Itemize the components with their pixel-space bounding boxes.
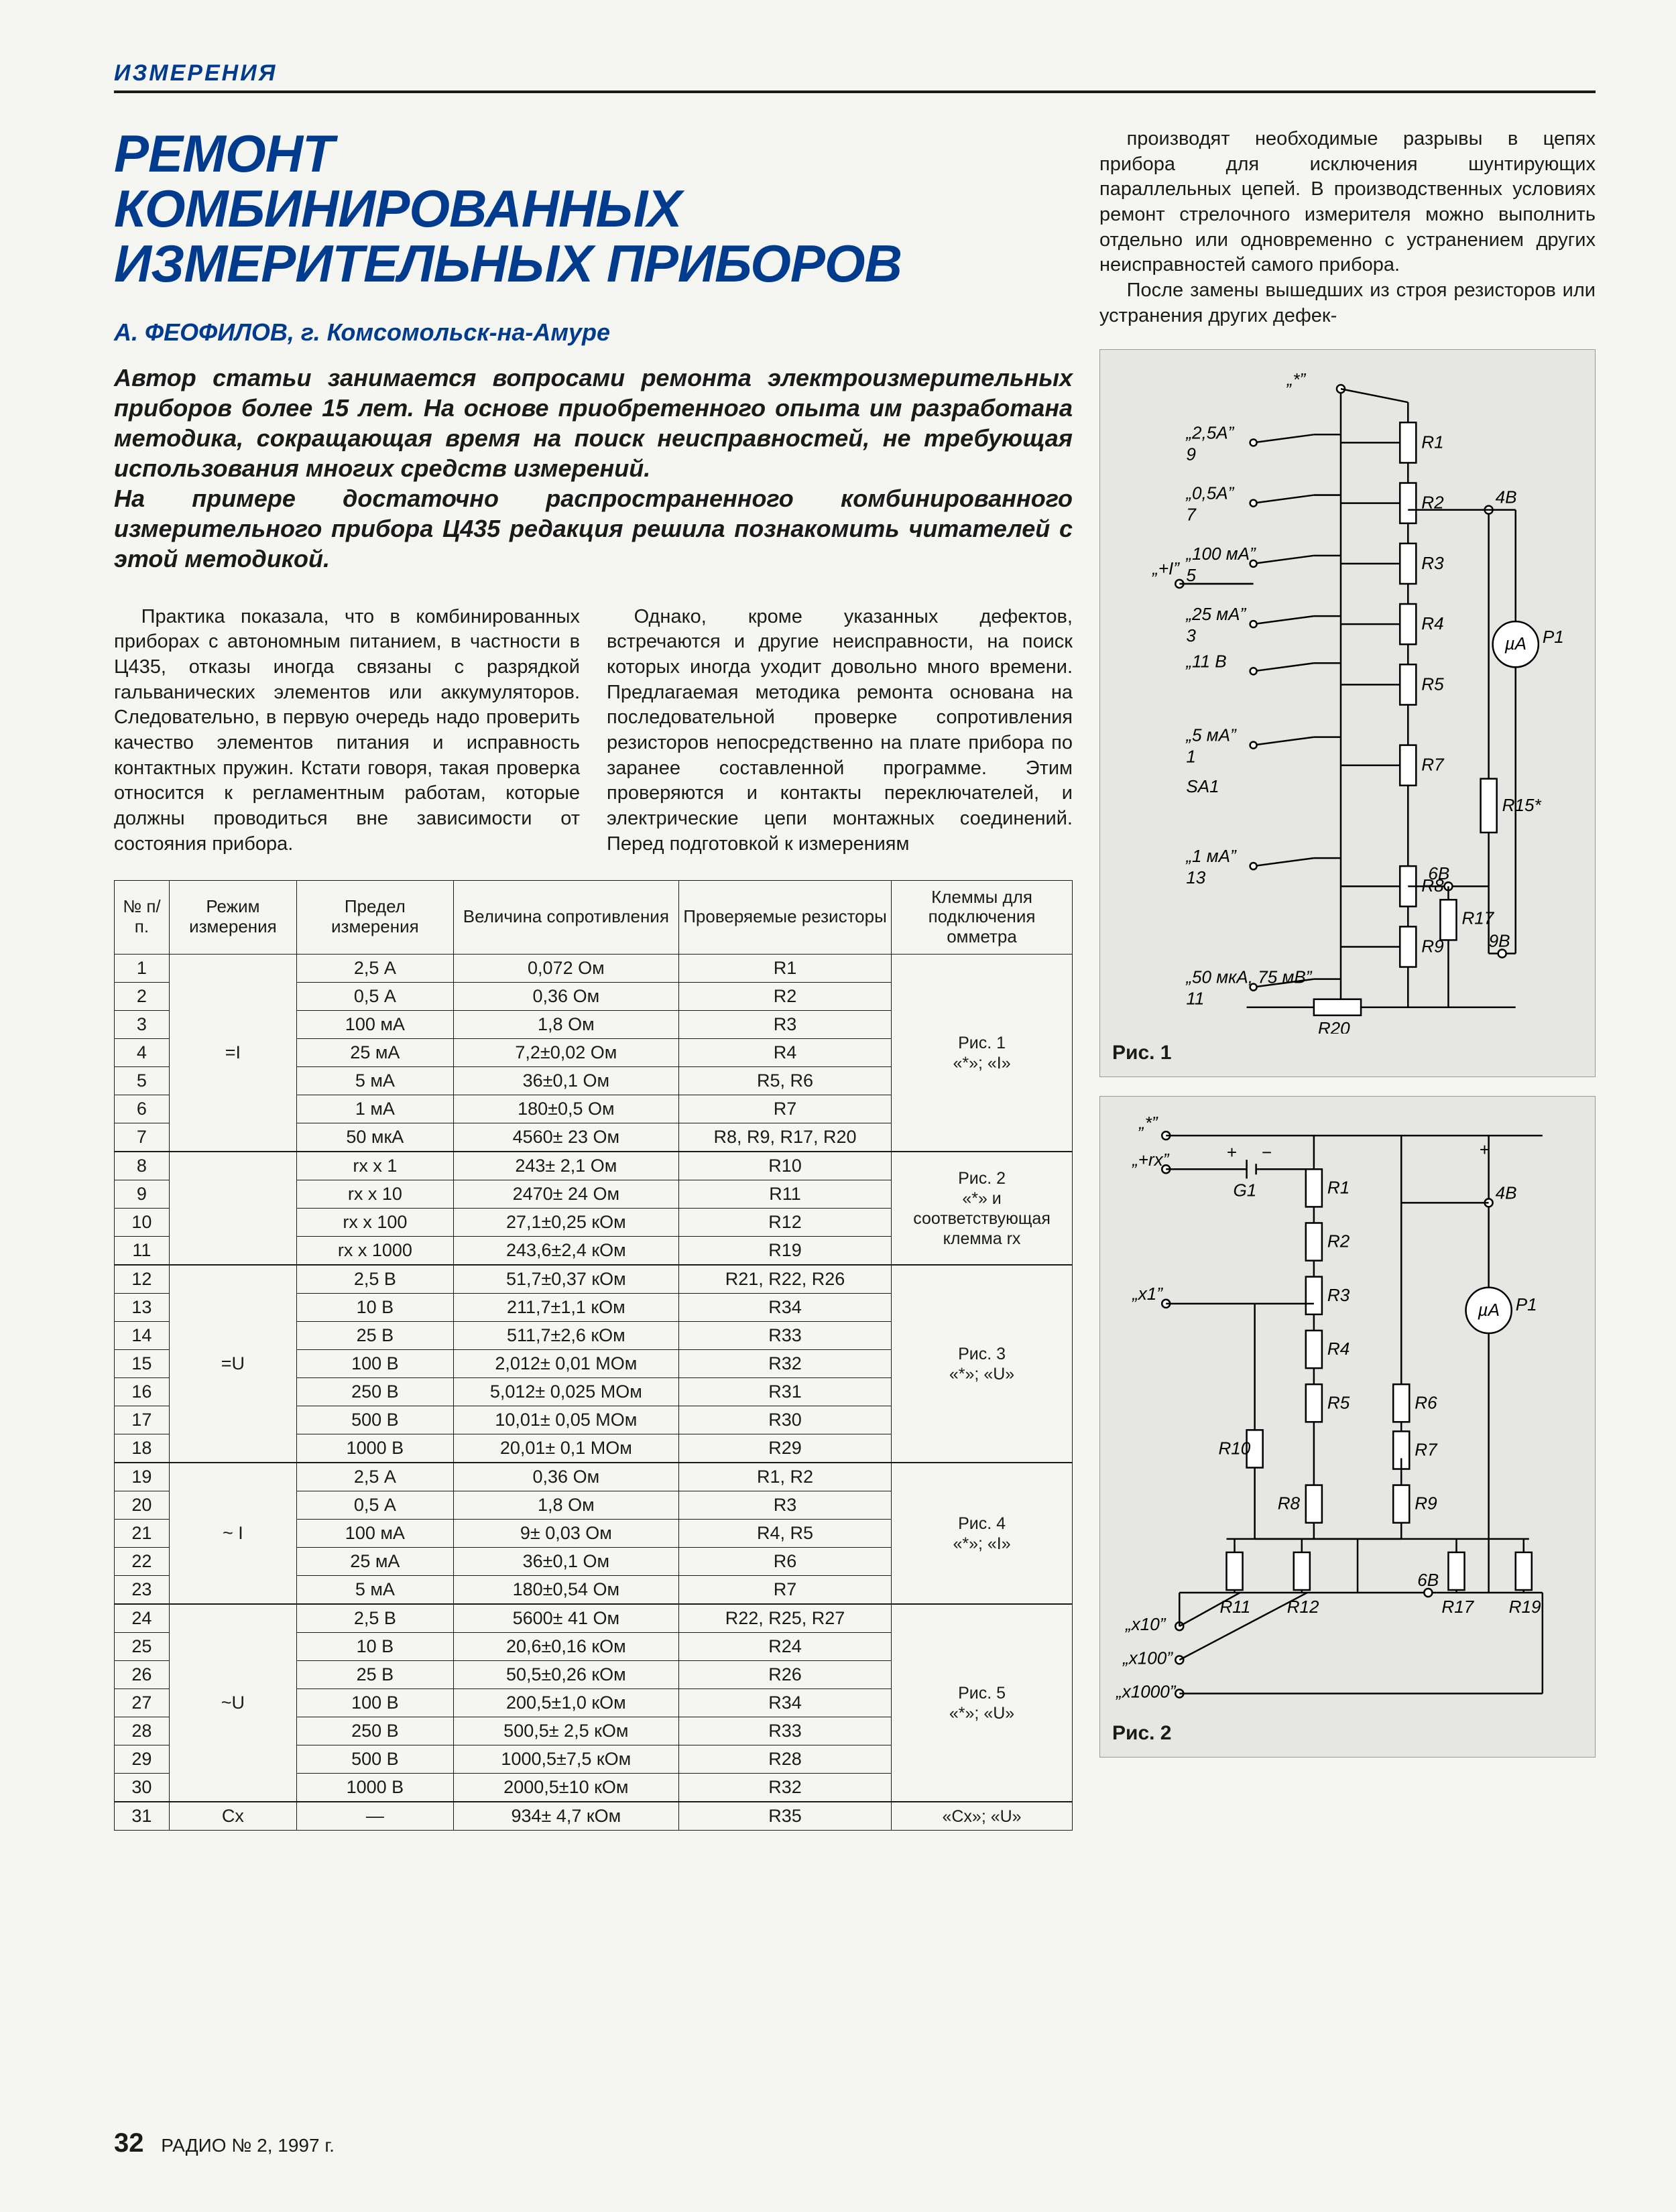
right-p1: производят необходимые разрывы в цепях п… — [1099, 127, 1596, 278]
svg-text:R1: R1 — [1327, 1178, 1350, 1198]
svg-text:R1: R1 — [1421, 432, 1443, 452]
svg-text:R20: R20 — [1318, 1018, 1350, 1034]
svg-text:„2,5А”: „2,5А” — [1185, 422, 1234, 442]
left-column: РЕМОНТ КОМБИНИРОВАННЫХ ИЗМЕРИТЕЛЬНЫХ ПРИ… — [114, 127, 1073, 1831]
measurement-table: № п/п. Режим измерения Предел измерения … — [114, 880, 1073, 1831]
svg-text:„x1000”: „x1000” — [1116, 1682, 1177, 1702]
right-text: производят необходимые разрывы в цепях п… — [1099, 127, 1596, 329]
th-resistors: Проверяемые резисторы — [678, 880, 891, 955]
schematic-2: „*” „+rx” G1 + − — [1112, 1109, 1583, 1714]
svg-text:R11: R11 — [1219, 1597, 1250, 1617]
svg-text:R8: R8 — [1278, 1493, 1301, 1514]
svg-text:„11 В: „11 В — [1185, 651, 1226, 671]
table-row: 12=U2,5 В51,7±0,37 кОмR21, R22, R26Рис. … — [115, 1265, 1073, 1294]
title-line-3: ИЗМЕРИТЕЛЬНЫХ ПРИБОРОВ — [114, 234, 902, 293]
right-p2: После замены вышедших из строя резисторо… — [1099, 278, 1596, 328]
svg-text:R15*: R15* — [1502, 794, 1542, 814]
svg-text:R9: R9 — [1415, 1493, 1437, 1514]
figure-1: „*” R1R2R3R4R5R7R8R9 „2,5А”9„0,5А”7„100 … — [1099, 349, 1596, 1078]
right-column: производят необходимые разрывы в цепях п… — [1099, 127, 1596, 1831]
svg-text:R2: R2 — [1327, 1231, 1350, 1251]
svg-text:4В: 4В — [1496, 487, 1517, 507]
th-terminals: Клеммы для подключения омметра — [892, 880, 1073, 955]
svg-text:P1: P1 — [1543, 627, 1564, 647]
body-p2: Однако, кроме указанных дефектов, встреч… — [607, 605, 1073, 857]
svg-text:3: 3 — [1186, 625, 1196, 646]
abstract: Автор статьи занимается вопросами ремонт… — [114, 363, 1073, 574]
svg-text:R4: R4 — [1327, 1339, 1350, 1359]
svg-text:G1: G1 — [1234, 1180, 1257, 1201]
svg-text:„+rx”: „+rx” — [1132, 1150, 1170, 1170]
svg-text:+: + — [1480, 1140, 1490, 1160]
svg-text:„x100”: „x100” — [1122, 1648, 1173, 1668]
title-line-1: РЕМОНТ — [114, 124, 334, 183]
author-line: А. ФЕОФИЛОВ, г. Комсомольск-на-Амуре — [114, 318, 1073, 347]
svg-text:6В: 6В — [1417, 1570, 1439, 1590]
body-text: Практика показала, что в комбинированных… — [114, 605, 1073, 857]
table-header-row: № п/п. Режим измерения Предел измерения … — [115, 880, 1073, 955]
figure-1-caption: Рис. 1 — [1112, 1042, 1583, 1064]
svg-text:„*”: „*” — [1138, 1113, 1158, 1133]
svg-text:R5: R5 — [1327, 1393, 1350, 1413]
svg-text:13: 13 — [1186, 867, 1205, 887]
svg-text:R10: R10 — [1218, 1438, 1250, 1459]
title-line-2: КОМБИНИРОВАННЫХ — [114, 179, 681, 238]
svg-text:„5 мА”: „5 мА” — [1185, 725, 1237, 745]
svg-text:„100 мА”: „100 мА” — [1185, 543, 1256, 563]
abstract-p2: На примере достаточно распространенного … — [114, 483, 1073, 574]
svg-text:„0,5А”: „0,5А” — [1185, 483, 1234, 503]
page-footer: 32 РАДИО № 2, 1997 г. — [114, 2128, 335, 2158]
svg-text:„25 мА”: „25 мА” — [1185, 604, 1246, 624]
table-row: 24~U2,5 В5600± 41 ОмR22, R25, R27Рис. 5«… — [115, 1604, 1073, 1633]
svg-text:„x10”: „x10” — [1125, 1615, 1166, 1635]
svg-text:11: 11 — [1186, 988, 1204, 1008]
svg-text:1: 1 — [1186, 746, 1196, 766]
svg-text:4В: 4В — [1496, 1183, 1517, 1203]
svg-text:R3: R3 — [1327, 1285, 1350, 1305]
th-value: Величина сопротивления — [453, 880, 678, 955]
svg-text:9В: 9В — [1489, 930, 1510, 950]
table-row: 1=I2,5 А0,072 ОмR1Рис. 1«*»; «I» — [115, 955, 1073, 983]
svg-text:5: 5 — [1186, 564, 1196, 585]
svg-text:R7: R7 — [1421, 754, 1445, 774]
body-p1: Практика показала, что в комбинированных… — [114, 605, 580, 857]
svg-text:9: 9 — [1186, 444, 1196, 464]
table-row: 8rx x 1243± 2,1 ОмR10Рис. 2«*» и соответ… — [115, 1152, 1073, 1180]
schematic-1: „*” R1R2R3R4R5R7R8R9 „2,5А”9„0,5А”7„100 … — [1112, 362, 1583, 1034]
svg-text:„50 мкА, 75 мВ”: „50 мкА, 75 мВ” — [1185, 967, 1312, 987]
figure-2: „*” „+rx” G1 + − — [1099, 1096, 1596, 1758]
figure-2-caption: Рис. 2 — [1112, 1722, 1583, 1745]
table-row: 31Cx—934± 4,7 кОмR35«Cx»; «U» — [115, 1802, 1073, 1831]
svg-text:R5: R5 — [1421, 674, 1444, 694]
svg-text:+: + — [1226, 1143, 1236, 1163]
svg-text:SA1: SA1 — [1186, 776, 1219, 796]
table-row: 19~ I2,5 А0,36 ОмR1, R2Рис. 4«*»; «I» — [115, 1463, 1073, 1491]
svg-text:„*”: „*” — [1286, 369, 1307, 389]
abstract-p1: Автор статьи занимается вопросами ремонт… — [114, 363, 1073, 483]
svg-text:R7: R7 — [1415, 1440, 1438, 1460]
svg-text:„1 мА”: „1 мА” — [1185, 846, 1237, 866]
svg-text:R17: R17 — [1441, 1597, 1474, 1617]
svg-text:6В: 6В — [1428, 863, 1449, 883]
svg-text:7: 7 — [1186, 504, 1197, 524]
page-number: 32 — [114, 2128, 144, 2158]
svg-text:„x1”: „x1” — [1132, 1284, 1163, 1304]
article-title: РЕМОНТ КОМБИНИРОВАННЫХ ИЗМЕРИТЕЛЬНЫХ ПРИ… — [114, 127, 1073, 292]
svg-text:R3: R3 — [1421, 552, 1444, 572]
svg-text:R6: R6 — [1415, 1393, 1437, 1413]
svg-text:R19: R19 — [1509, 1597, 1541, 1617]
th-num: № п/п. — [115, 880, 170, 955]
rubric-heading: ИЗМЕРЕНИЯ — [114, 60, 1596, 93]
th-range: Предел измерения — [297, 880, 454, 955]
svg-text:R17: R17 — [1461, 908, 1494, 928]
svg-text:−: − — [1262, 1143, 1272, 1163]
issue-label: РАДИО № 2, 1997 г. — [161, 2135, 335, 2156]
svg-text:R4: R4 — [1421, 613, 1443, 633]
svg-text:P1: P1 — [1516, 1294, 1537, 1314]
svg-text:µA: µA — [1504, 633, 1527, 654]
svg-text:„+I”: „+I” — [1152, 558, 1180, 578]
svg-text:µA: µA — [1478, 1300, 1500, 1320]
svg-text:R12: R12 — [1287, 1597, 1319, 1617]
th-mode: Режим измерения — [169, 880, 296, 955]
